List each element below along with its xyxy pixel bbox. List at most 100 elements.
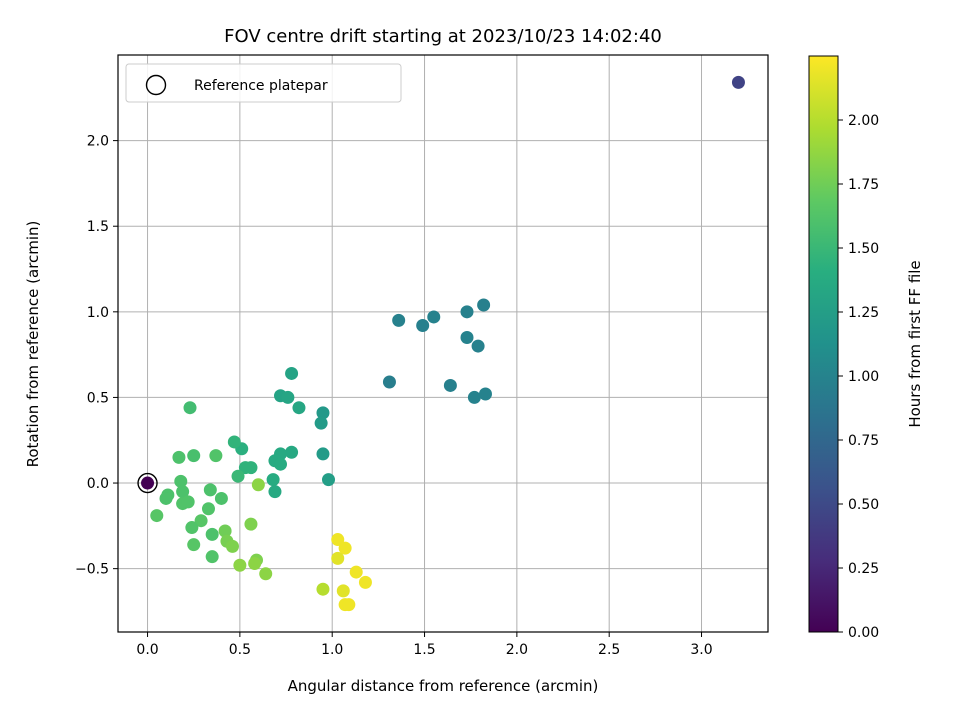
colorbar-ticks: 0.00 0.25 0.50 0.75 1.00 1.25 1.50 1.75 2.00 [838, 113, 879, 641]
data-point [460, 331, 474, 345]
data-point [467, 390, 481, 404]
data-point [443, 378, 457, 392]
grid [118, 55, 768, 632]
colorbar-tick-label: 1.75 [848, 177, 879, 193]
colorbar-tick-label: 0.50 [848, 497, 879, 513]
data-point [477, 298, 491, 312]
data-point [259, 567, 273, 581]
data-point [244, 461, 258, 475]
data-point [231, 469, 245, 483]
data-point [205, 527, 219, 541]
data-point [460, 305, 474, 319]
colorbar: 0.00 0.25 0.50 0.75 1.00 1.25 1.50 1.75 2.00 Hou… [808, 55, 924, 641]
colorbar-tick-label: 0.75 [848, 433, 879, 449]
data-point [382, 375, 396, 389]
data-point [185, 521, 199, 535]
data-point [416, 319, 430, 333]
data-point [427, 310, 441, 324]
y-tick-label: 0.5 [87, 390, 109, 406]
data-point [349, 565, 363, 579]
data-point [314, 416, 328, 430]
colorbar-tick-label: 1.00 [848, 369, 879, 385]
data-point [176, 485, 190, 499]
data-point [316, 447, 330, 461]
data-point [274, 457, 287, 471]
colorbar-gradient [808, 55, 839, 633]
data-point [183, 401, 197, 415]
colorbar-tick-label: 1.50 [848, 241, 879, 257]
data-point [194, 514, 208, 528]
x-axis-ticks: 0.0 0.5 1.0 1.5 2.0 2.5 3.0 [136, 632, 713, 658]
data-point [285, 445, 299, 459]
colorbar-label: Hours from first FF file [906, 260, 924, 427]
y-tick-label: 1.0 [87, 305, 109, 321]
data-point [316, 406, 330, 420]
data-point [214, 491, 228, 505]
y-tick-label: −0.5 [75, 562, 109, 578]
x-tick-label: 0.0 [136, 642, 158, 658]
data-point [285, 366, 299, 380]
x-axis-label: Angular distance from reference (arcmin) [288, 677, 599, 695]
reference-platepar-marker [137, 472, 158, 494]
data-point [336, 584, 350, 598]
data-point [209, 449, 223, 463]
x-tick-label: 1.5 [413, 642, 435, 658]
colorbar-tick-label: 0.00 [848, 625, 879, 641]
data-point [268, 485, 282, 499]
legend-marker-reference [145, 74, 167, 96]
data-point [331, 533, 345, 547]
data-point [471, 339, 485, 353]
data-point [203, 483, 217, 497]
data-point [244, 517, 258, 531]
data-point [322, 473, 336, 487]
data-point [392, 313, 406, 327]
data-point [316, 582, 330, 596]
legend-box [125, 63, 402, 103]
colorbar-tick-label: 0.25 [848, 561, 879, 577]
data-point [187, 538, 201, 552]
y-tick-label: 0.0 [87, 476, 109, 492]
x-tick-label: 0.5 [229, 642, 251, 658]
y-axis-ticks: −0.5 0.0 0.5 1.0 1.5 2.0 [75, 134, 118, 578]
data-point [227, 435, 241, 449]
x-tick-label: 3.0 [690, 642, 712, 658]
data-point [342, 598, 356, 612]
data-points [141, 75, 745, 612]
y-tick-label: 1.5 [87, 219, 109, 235]
data-point [358, 575, 372, 589]
data-point [218, 524, 232, 538]
y-tick-label: 2.0 [87, 134, 109, 150]
data-point [201, 502, 215, 516]
data-point [292, 401, 306, 415]
x-tick-label: 1.0 [321, 642, 343, 658]
data-point [159, 491, 173, 505]
chart-title: FOV centre drift starting at 2023/10/23 … [224, 26, 662, 47]
data-point [172, 450, 186, 464]
data-point [331, 551, 345, 565]
data-point [248, 557, 262, 571]
colorbar-tick-label: 1.25 [848, 305, 879, 321]
colorbar-tick-label: 2.00 [848, 113, 879, 129]
x-tick-label: 2.0 [506, 642, 528, 658]
legend: Reference platepar [125, 63, 402, 103]
data-point [281, 390, 295, 404]
data-point [338, 541, 352, 555]
data-point [141, 476, 155, 490]
data-point [225, 539, 239, 553]
data-point [150, 509, 164, 523]
data-point [478, 387, 492, 401]
data-point [233, 558, 247, 572]
data-point [187, 449, 201, 463]
x-tick-label: 2.5 [598, 642, 620, 658]
data-point [174, 474, 188, 488]
plot-frame [117, 54, 769, 633]
data-point [731, 75, 745, 89]
data-point [266, 473, 280, 487]
data-point [205, 550, 219, 564]
data-point [251, 478, 265, 492]
y-axis-label: Rotation from reference (arcmin) [24, 221, 42, 468]
legend-label-reference: Reference platepar [194, 78, 328, 94]
data-point [181, 495, 195, 509]
